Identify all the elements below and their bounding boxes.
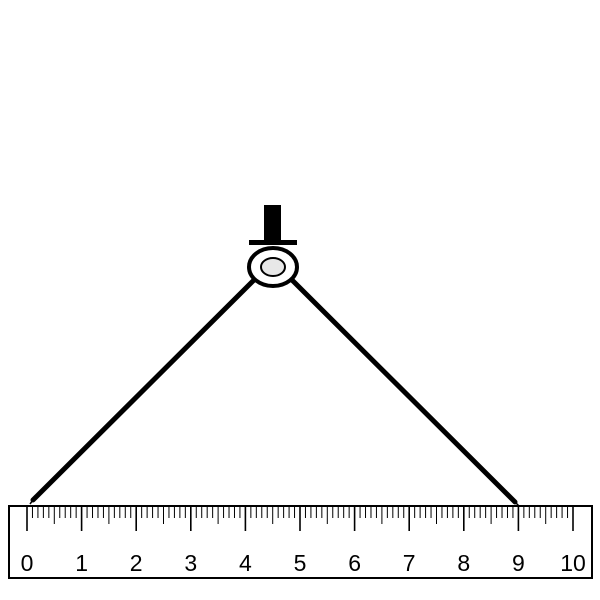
ruler-label-4: 4 xyxy=(239,550,252,576)
ruler-label-1: 1 xyxy=(75,550,88,576)
ruler-label-10: 10 xyxy=(560,550,586,576)
ruler-label-7: 7 xyxy=(403,550,416,576)
ruler-label-2: 2 xyxy=(130,550,143,576)
compass-left-needle xyxy=(29,499,34,505)
ruler-ticks xyxy=(26,507,574,531)
ruler-label-8: 8 xyxy=(457,550,470,576)
compass-left-leg xyxy=(30,275,259,503)
ruler-labels: 0 1 2 3 4 5 6 7 8 9 10 xyxy=(21,550,586,576)
ruler-label-3: 3 xyxy=(184,550,197,576)
compass-handle-crossbar xyxy=(249,240,297,245)
ruler: 0 1 2 3 4 5 6 7 8 9 10 xyxy=(8,505,593,579)
ruler-label-9: 9 xyxy=(512,550,525,576)
ruler-label-5: 5 xyxy=(294,550,307,576)
compass xyxy=(29,205,520,507)
compass-handle xyxy=(264,205,281,243)
compass-hinge-pivot xyxy=(260,257,286,277)
compass-right-leg xyxy=(287,275,518,505)
ruler-label-0: 0 xyxy=(21,550,34,576)
ruler-label-6: 6 xyxy=(348,550,361,576)
